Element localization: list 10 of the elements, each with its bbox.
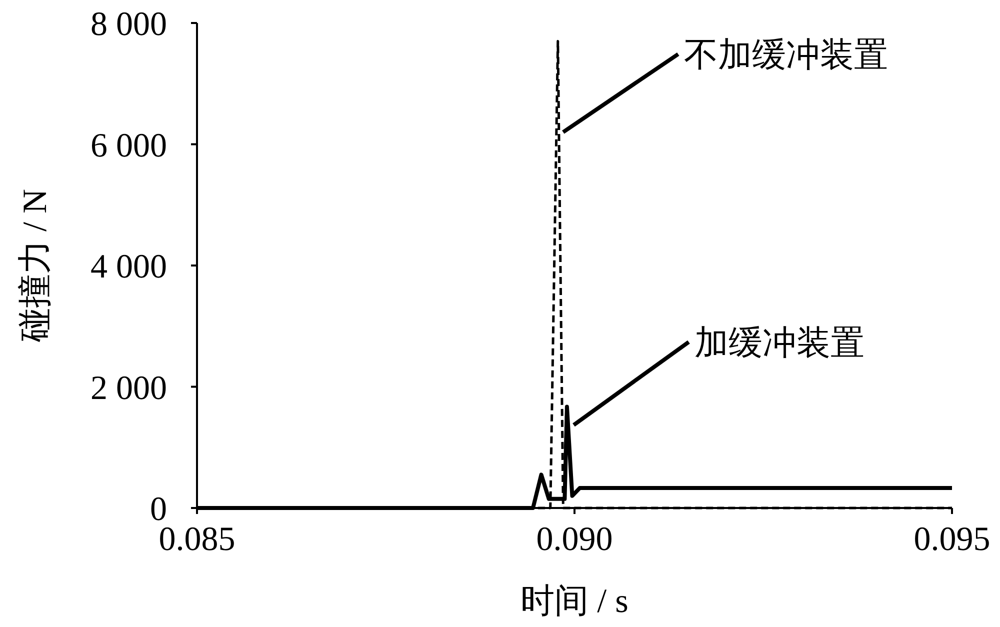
x-tick-label: 0.090 — [536, 521, 613, 558]
annotation: 不加缓冲装置 — [684, 37, 888, 74]
x-tick-label: 0.095 — [914, 521, 990, 558]
y-tick-label: 4 000 — [90, 248, 167, 286]
y-tick-label: 6 000 — [90, 127, 167, 164]
y-tick-label: 8 000 — [90, 6, 167, 43]
y-axis-title: 碰撞力 / N — [17, 189, 54, 343]
annotation: 加缓冲装置 — [694, 324, 865, 362]
y-tick-label: 2 000 — [90, 370, 167, 407]
x-axis-title: 时间 / s — [520, 583, 628, 620]
